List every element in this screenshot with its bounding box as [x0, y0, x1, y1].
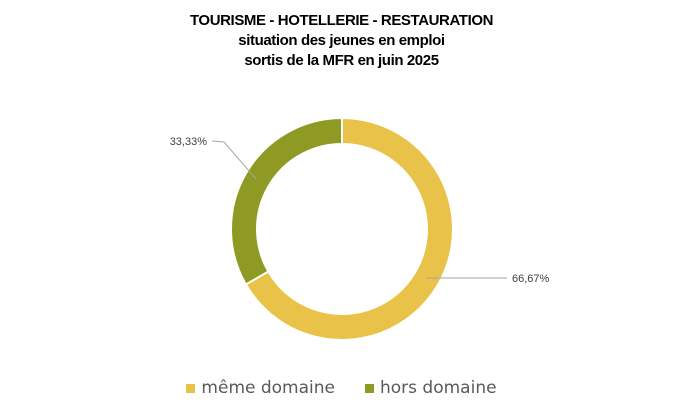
legend-item-hors-domaine: hors domaine — [365, 378, 497, 398]
data-label: 33,33% — [170, 136, 208, 148]
legend-item-meme-domaine: même domaine — [186, 378, 335, 398]
donut-slice-meme-domaine — [244, 116, 454, 341]
legend-label: hors domaine — [380, 378, 497, 398]
chart-title-line-2: situation des jeunes en emploi — [238, 32, 445, 49]
chart-title-line-1: TOURISME - HOTELLERIE - RESTAURATION — [189, 12, 494, 29]
data-label: 66,67% — [512, 273, 550, 285]
legend-swatch — [365, 383, 374, 393]
donut-slice-hors-domaine — [230, 116, 343, 286]
leader-line — [211, 140, 257, 180]
chart-title-line-3: sortis de la MFR en juin 2025 — [244, 52, 439, 69]
legend-label: même domaine — [201, 378, 335, 398]
legend: même domaine hors domaine — [0, 378, 683, 398]
legend-swatch — [186, 383, 196, 393]
